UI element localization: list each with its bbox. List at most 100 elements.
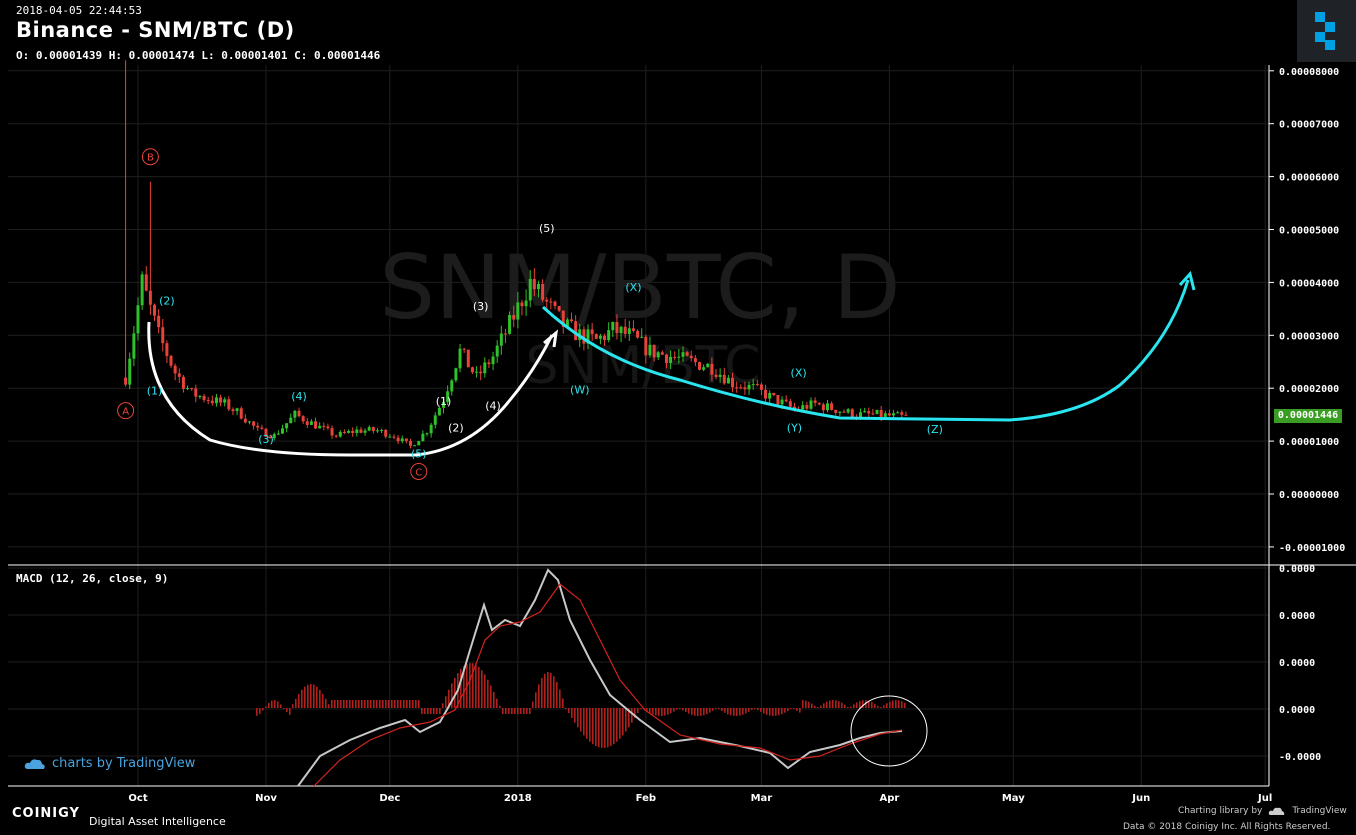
macd-histogram-bar — [331, 700, 333, 708]
candle-body — [747, 384, 751, 390]
candle-body — [590, 329, 594, 335]
candle-body — [660, 352, 664, 355]
candle-body — [557, 305, 561, 311]
macd-histogram-bar — [547, 672, 549, 708]
macd-histogram-bar — [760, 708, 762, 712]
macd-histogram-bar — [316, 686, 318, 708]
candle-body — [664, 354, 668, 363]
candle-body — [640, 336, 644, 338]
candle-body — [784, 399, 788, 402]
macd-histogram-bar — [469, 663, 471, 708]
candle-body — [792, 406, 796, 409]
wave-label-circle — [141, 148, 159, 166]
candle-body — [351, 430, 355, 433]
macd-histogram-bar — [265, 706, 267, 708]
macd-histogram-bar — [523, 708, 525, 714]
candle-body — [322, 425, 326, 427]
macd-histogram-bar — [631, 708, 633, 723]
macd-histogram-bar — [820, 705, 822, 708]
macd-histogram-bar — [676, 708, 678, 710]
wave-label: (5) — [539, 222, 555, 235]
candle-body — [243, 418, 247, 423]
time-tick-label: Jul — [1257, 793, 1272, 804]
macd-histogram-bar — [451, 683, 453, 708]
macd-histogram-bar — [832, 700, 834, 708]
candle-body — [301, 416, 305, 422]
candle-body — [722, 374, 726, 384]
macd-histogram-bar — [802, 700, 804, 708]
macd-histogram-bar — [310, 684, 312, 708]
macd-histogram-bar — [793, 708, 795, 709]
price-tick-label: 0.00007000 — [1279, 120, 1339, 131]
macd-histogram-bar — [322, 693, 324, 708]
footer-rights: Data © 2018 Coinigy Inc. All Rights Rese… — [1123, 822, 1331, 832]
watermark-sub: SNM/BTC — [526, 336, 761, 396]
macd-indicator-label[interactable]: MACD (12, 26, close, 9) — [16, 572, 169, 585]
candle-body — [726, 377, 730, 384]
candle-body — [805, 405, 809, 409]
macd-highlight-circle — [850, 695, 928, 767]
candle-body — [144, 274, 148, 291]
candle-body — [256, 425, 260, 428]
candle-body — [743, 387, 747, 390]
macd-histogram-bar — [559, 689, 561, 708]
macd-histogram-bar — [694, 708, 696, 716]
tradingview-badge[interactable]: charts by TradingView — [24, 756, 195, 771]
macd-histogram-bar — [601, 708, 603, 748]
candle-body — [731, 377, 735, 388]
wave-label: (1) — [147, 385, 163, 398]
candle-body — [545, 299, 549, 302]
candle-body — [499, 333, 503, 346]
price-tick-label: 0.00001000 — [1279, 437, 1339, 448]
macd-histogram-bar — [280, 704, 282, 708]
candle-body — [677, 356, 681, 358]
macd-histogram-bar — [766, 708, 768, 715]
candle-body — [776, 395, 780, 405]
price-tick-label: 0.00008000 — [1279, 67, 1339, 78]
macd-histogram-bar — [577, 708, 579, 728]
macd-histogram-bar — [373, 700, 375, 708]
macd-histogram-bar — [799, 708, 801, 713]
coinigy-mark-icon — [1315, 12, 1335, 50]
macd-histogram-bar — [436, 708, 438, 714]
candle-body — [892, 413, 896, 416]
macd-histogram-bar — [511, 708, 513, 714]
macd-histogram-bar — [697, 708, 699, 716]
candle-body — [227, 399, 231, 410]
candle-body — [838, 411, 842, 413]
macd-histogram-bar — [859, 700, 861, 708]
macd-histogram-bar — [388, 700, 390, 708]
candle-body — [656, 352, 660, 358]
candle-body — [541, 283, 545, 300]
candle-body — [400, 438, 404, 442]
macd-histogram-bar — [850, 706, 852, 708]
macd-histogram-bar — [349, 700, 351, 708]
candle-body — [264, 428, 268, 437]
watermark-main: SNM/BTC, D — [379, 236, 900, 339]
candle-body — [863, 411, 867, 413]
macd-histogram-bar — [877, 705, 879, 708]
wave-label: C — [415, 467, 422, 478]
macd-histogram-bar — [688, 708, 690, 714]
candle-body — [883, 413, 887, 417]
candle-body — [276, 433, 280, 435]
candle-body — [524, 300, 528, 307]
candle-body — [508, 315, 512, 334]
candle-body — [739, 387, 743, 389]
candle-body — [879, 409, 883, 417]
macd-histogram-bar — [646, 708, 648, 712]
candle-body — [446, 391, 450, 402]
macd-histogram-bar — [574, 708, 576, 723]
macd-histogram-bar — [301, 689, 303, 708]
macd-histogram-bar — [460, 669, 462, 708]
macd-histogram-bar — [817, 707, 819, 708]
time-tick-label: Nov — [255, 793, 277, 804]
candle-body — [359, 429, 363, 433]
coinigy-logo[interactable] — [1297, 0, 1356, 62]
candle-body — [636, 330, 640, 338]
macd-histogram-bar — [778, 708, 780, 716]
macd-histogram-bar — [520, 708, 522, 714]
candle-body — [177, 373, 181, 377]
candle-body — [206, 399, 210, 401]
